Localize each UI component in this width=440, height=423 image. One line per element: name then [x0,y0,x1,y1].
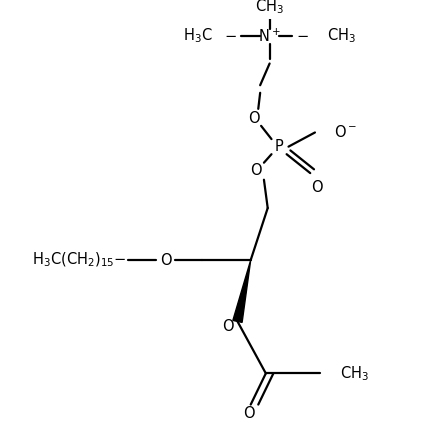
Text: O: O [250,163,262,178]
Text: P: P [275,139,283,154]
Text: O: O [160,253,172,267]
Text: N$^+$: N$^+$ [258,27,281,45]
Text: H$_3$C(CH$_2$)$_{15}$−: H$_3$C(CH$_2$)$_{15}$− [32,251,126,269]
Text: O: O [248,111,259,126]
Text: O: O [243,406,255,420]
Text: −: − [225,29,237,44]
Text: CH$_3$: CH$_3$ [255,0,284,16]
Text: O: O [222,319,234,334]
Text: −: − [297,29,309,44]
Text: O: O [311,180,323,195]
Text: CH$_3$: CH$_3$ [341,364,370,383]
Text: CH$_3$: CH$_3$ [327,27,356,45]
Polygon shape [233,260,251,322]
Text: H$_3$C: H$_3$C [183,27,213,45]
Text: O$^-$: O$^-$ [334,124,357,140]
